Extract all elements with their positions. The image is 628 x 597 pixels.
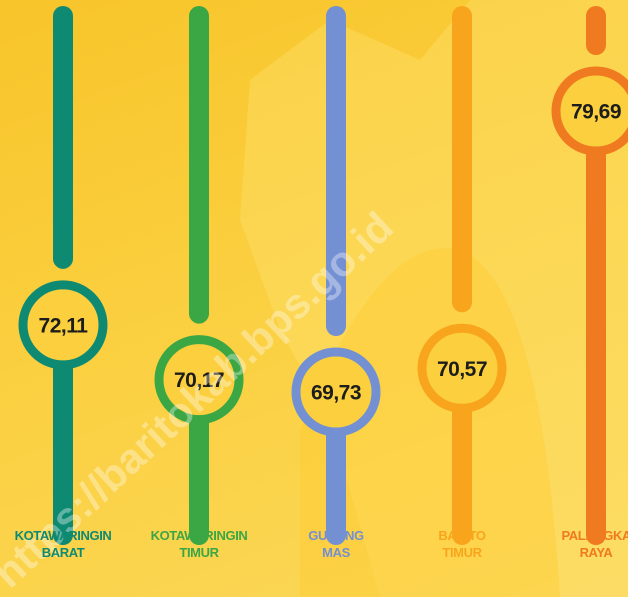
value-label: 70,17 [174,369,224,392]
slider-knob [551,66,628,156]
category-label: KOTAWARINGIN TIMUR [150,528,248,560]
slider-knob [291,347,381,437]
value-label: 79,69 [571,101,621,124]
slider-knob [417,323,507,413]
value-label: 70,57 [437,358,487,381]
slider-knob [154,335,244,425]
slider-knob [18,280,108,370]
value-label: 72,11 [39,314,89,337]
category-label: PALANGKA RAYA [561,528,628,560]
marks: 72,11 70,17 69,73 70,57 79,69 [18,6,628,545]
background-shape [300,248,560,597]
category-label: KOTAWARINGIN BARAT [14,528,112,560]
value-label: 69,73 [311,382,361,405]
category-label: GUNUNG MAS [308,528,364,560]
category-label: BARITO TIMUR [438,528,486,560]
